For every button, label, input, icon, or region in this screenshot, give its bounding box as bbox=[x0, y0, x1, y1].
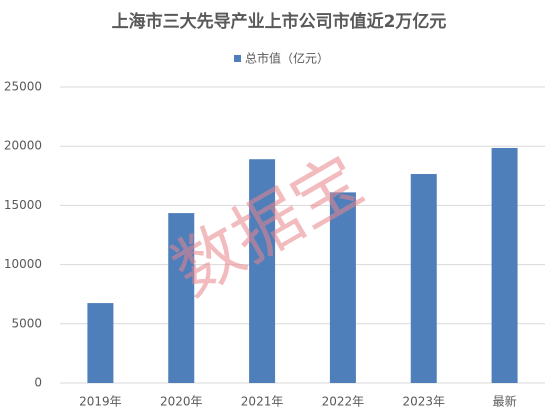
x-tick-label: 2023年 bbox=[402, 395, 445, 409]
bar bbox=[249, 159, 276, 383]
x-tick-label: 2021年 bbox=[241, 395, 284, 409]
bar bbox=[168, 213, 195, 383]
x-tick-label: 2019年 bbox=[79, 395, 122, 409]
legend-swatch bbox=[234, 55, 241, 62]
y-tick-label: 15000 bbox=[4, 198, 42, 212]
bar bbox=[491, 147, 518, 383]
y-tick-label: 5000 bbox=[11, 316, 42, 330]
legend-label: 总市值（亿元） bbox=[245, 51, 329, 66]
x-tick-label: 2022年 bbox=[322, 395, 365, 409]
y-tick-label: 20000 bbox=[4, 139, 42, 153]
y-tick-label: 25000 bbox=[4, 80, 42, 94]
x-tick-label: 2020年 bbox=[160, 395, 203, 409]
plot-area: 0 5000 10000 15000 20000 25000 2019年 2020年 2021年… bbox=[4, 80, 545, 409]
bar bbox=[329, 192, 356, 383]
y-tick-label: 10000 bbox=[4, 257, 42, 271]
chart-title: 上海市三大先导产业上市公司市值近2万亿元 bbox=[112, 11, 447, 32]
x-tick-label: 最新 bbox=[493, 394, 517, 409]
bar bbox=[410, 174, 437, 383]
bar bbox=[87, 303, 114, 383]
y-tick-label: 0 bbox=[34, 376, 42, 390]
